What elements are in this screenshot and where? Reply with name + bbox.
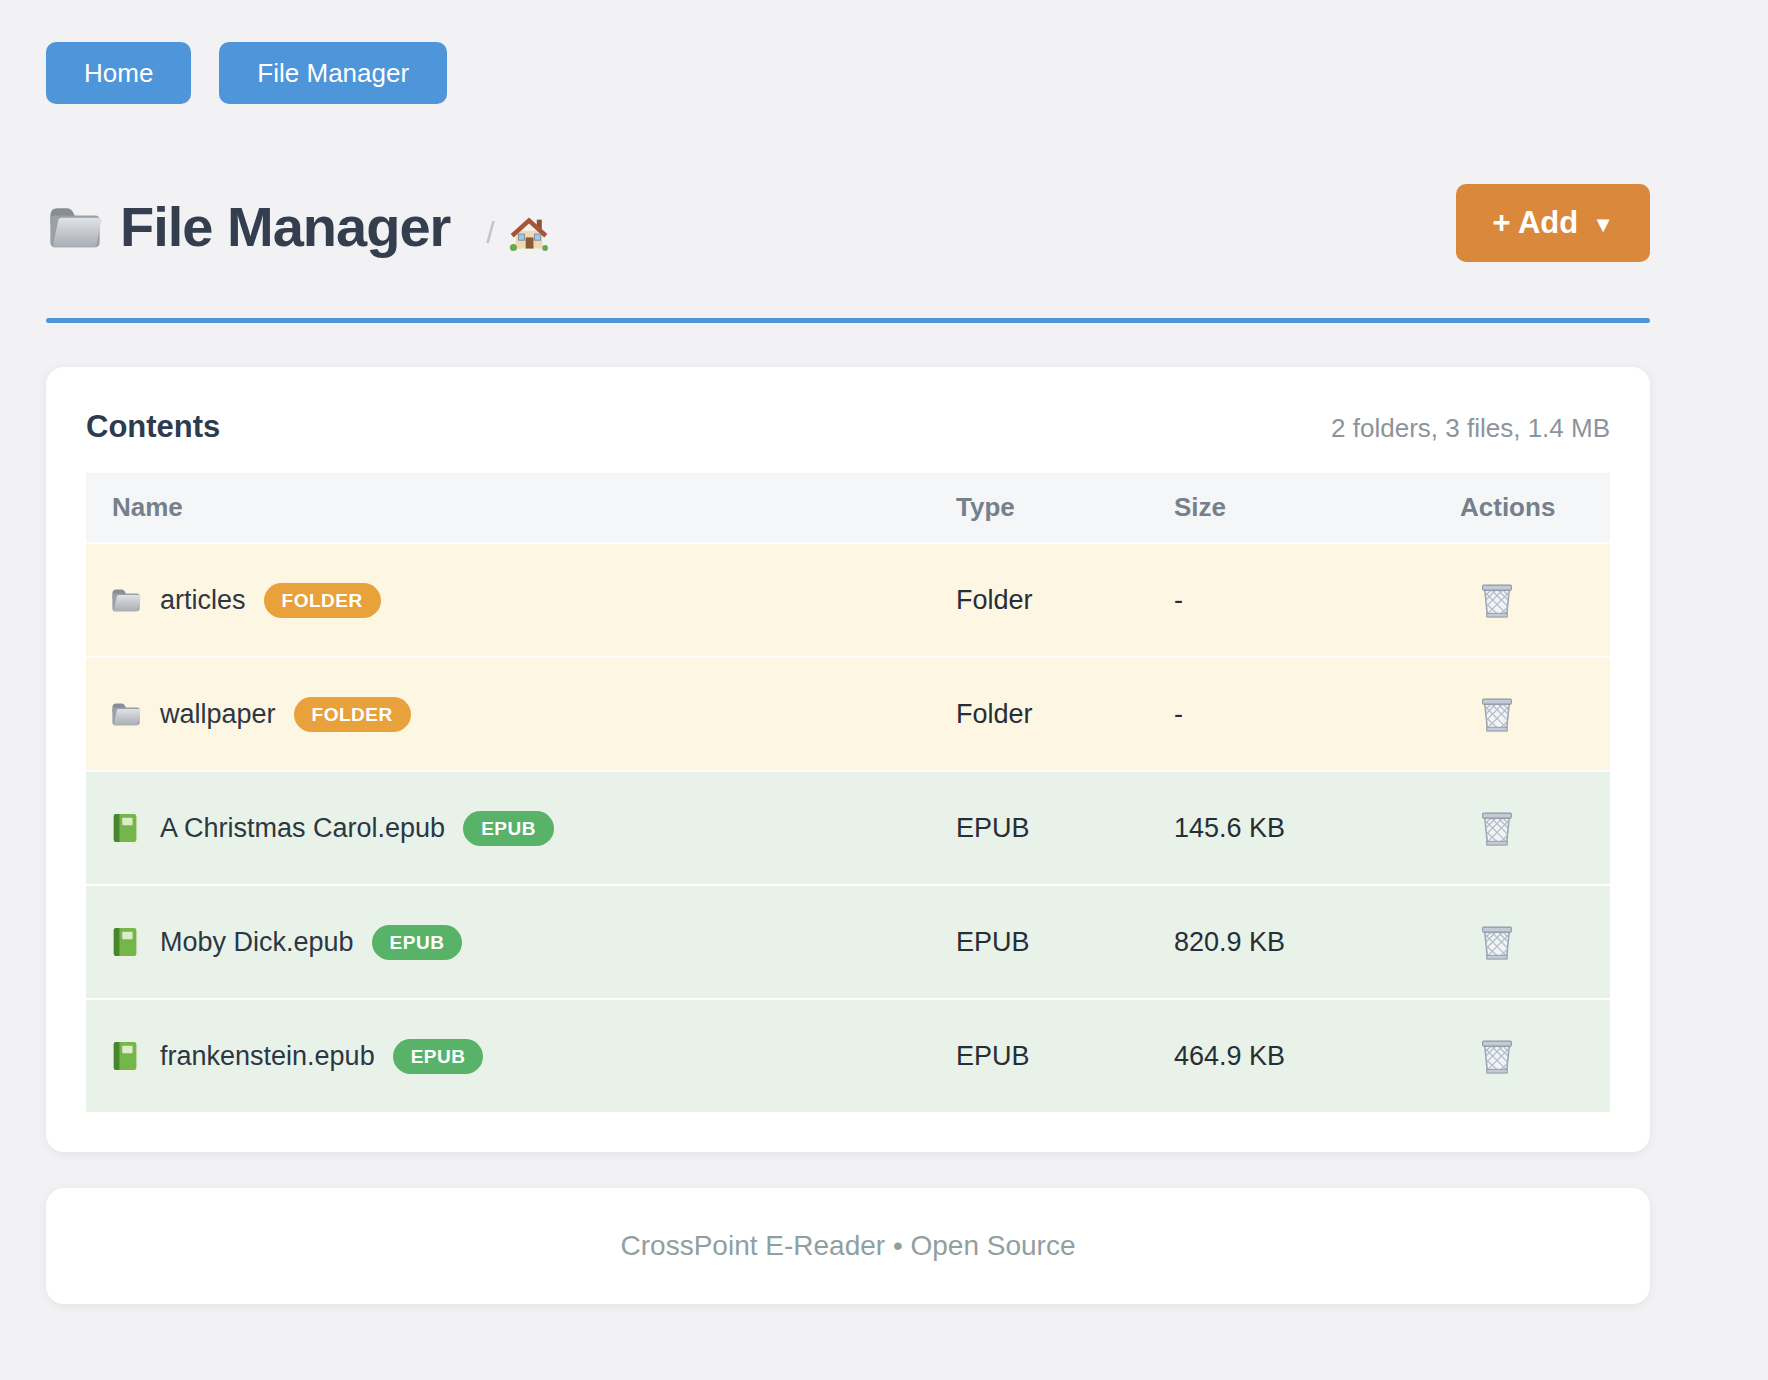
contents-card: Contents 2 folders, 3 files, 1.4 MB Name…: [46, 367, 1650, 1152]
name-cell: Moby Dick.epub EPUB: [86, 886, 956, 998]
table-row: frankenstein.epub EPUB EPUB 464.9 KB: [86, 999, 1610, 1112]
item-name[interactable]: frankenstein.epub: [160, 1041, 375, 1072]
trash-icon: [1478, 579, 1516, 621]
breadcrumb: /: [486, 214, 548, 252]
caret-down-icon: ▼: [1592, 211, 1614, 236]
table-header-row: Name Type Size Actions: [86, 473, 1610, 543]
item-name[interactable]: wallpaper: [160, 699, 276, 730]
header-divider: [46, 318, 1650, 323]
footer-text: CrossPoint E-Reader • Open Source: [621, 1230, 1076, 1262]
book-icon: [110, 926, 142, 958]
name-cell: wallpaper FOLDER: [86, 658, 956, 770]
table-row: Moby Dick.epub EPUB EPUB 820.9 KB: [86, 885, 1610, 999]
add-button-label: + Add: [1492, 205, 1578, 241]
name-cell: A Christmas Carol.epub EPUB: [86, 772, 956, 884]
table-row: articles FOLDER Folder -: [86, 543, 1610, 657]
add-button[interactable]: + Add ▼: [1456, 184, 1650, 262]
delete-button[interactable]: [1478, 1035, 1516, 1077]
item-name[interactable]: articles: [160, 585, 246, 616]
folder-icon: [110, 698, 142, 730]
item-type: EPUB: [956, 771, 1174, 885]
item-type: Folder: [956, 657, 1174, 771]
contents-title: Contents: [86, 409, 220, 445]
table-row: wallpaper FOLDER Folder -: [86, 657, 1610, 771]
nav-home-button[interactable]: Home: [46, 42, 191, 104]
trash-icon: [1478, 1035, 1516, 1077]
page-header: File Manager / + Add ▼: [46, 188, 1650, 266]
name-cell: articles FOLDER: [86, 544, 956, 656]
delete-button[interactable]: [1478, 807, 1516, 849]
delete-button[interactable]: [1478, 693, 1516, 735]
book-icon: [110, 812, 142, 844]
trash-icon: [1478, 807, 1516, 849]
type-badge: EPUB: [463, 811, 554, 846]
item-size: -: [1174, 657, 1460, 771]
page-title: File Manager: [120, 199, 450, 255]
item-type: EPUB: [956, 885, 1174, 999]
type-badge: EPUB: [393, 1039, 484, 1074]
item-name[interactable]: A Christmas Carol.epub: [160, 813, 445, 844]
name-cell: frankenstein.epub EPUB: [86, 1000, 956, 1112]
trash-icon: [1478, 693, 1516, 735]
folder-icon: [46, 202, 104, 252]
item-type: EPUB: [956, 999, 1174, 1112]
trash-icon: [1478, 921, 1516, 963]
breadcrumb-separator: /: [486, 216, 494, 250]
item-size: 820.9 KB: [1174, 885, 1460, 999]
item-name[interactable]: Moby Dick.epub: [160, 927, 354, 958]
item-size: 145.6 KB: [1174, 771, 1460, 885]
column-header-name: Name: [86, 473, 956, 543]
folder-icon: [110, 584, 142, 616]
page-container: Home File Manager File Manager / + Add ▼…: [46, 0, 1650, 1304]
book-icon: [110, 1040, 142, 1072]
item-type: Folder: [956, 543, 1174, 657]
delete-button[interactable]: [1478, 579, 1516, 621]
contents-summary: 2 folders, 3 files, 1.4 MB: [1331, 413, 1610, 444]
delete-button[interactable]: [1478, 921, 1516, 963]
item-size: 464.9 KB: [1174, 999, 1460, 1112]
type-badge: FOLDER: [264, 583, 381, 618]
table-row: A Christmas Carol.epub EPUB EPUB 145.6 K…: [86, 771, 1610, 885]
contents-table: Name Type Size Actions articles FOLDER F…: [86, 473, 1610, 1112]
item-size: -: [1174, 543, 1460, 657]
top-nav: Home File Manager: [46, 0, 1650, 104]
type-badge: FOLDER: [294, 697, 411, 732]
contents-table-body: articles FOLDER Folder - wallpaper FOLDE…: [86, 543, 1610, 1112]
column-header-type: Type: [956, 473, 1174, 543]
footer: CrossPoint E-Reader • Open Source: [46, 1188, 1650, 1304]
nav-file-manager-button[interactable]: File Manager: [219, 42, 447, 104]
home-icon[interactable]: [509, 214, 549, 252]
type-badge: EPUB: [372, 925, 463, 960]
column-header-actions: Actions: [1460, 473, 1610, 543]
column-header-size: Size: [1174, 473, 1460, 543]
